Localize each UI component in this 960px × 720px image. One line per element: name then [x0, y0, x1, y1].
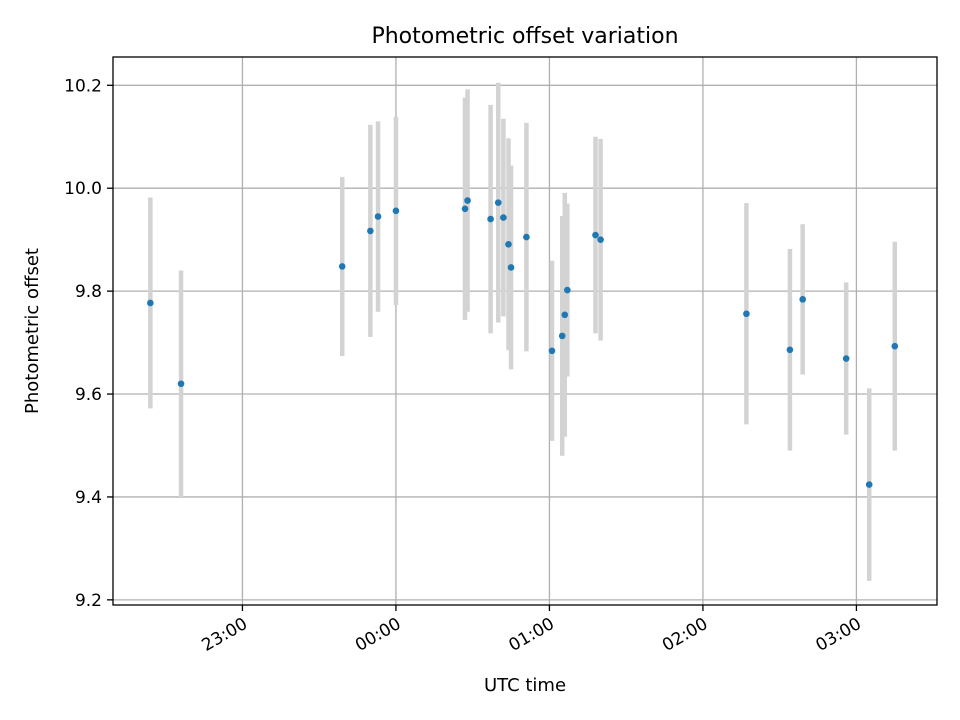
data-point: [743, 310, 750, 318]
data-point: [507, 264, 515, 271]
data-point: [561, 311, 569, 319]
data-point: [865, 481, 873, 488]
data-point: [177, 380, 185, 388]
data-point: [558, 332, 566, 340]
plot-frame: [112, 56, 938, 606]
data-point: [500, 214, 507, 221]
data-point: [494, 199, 502, 206]
data-point: [338, 263, 346, 270]
y-tick-label: 9.2: [75, 591, 102, 611]
y-tick-label: 9.8: [75, 282, 102, 302]
data-point: [597, 236, 604, 243]
data-point: [147, 299, 154, 307]
y-tick-label: 9.4: [75, 488, 102, 508]
data-point: [842, 355, 850, 362]
chart-title: Photometric offset variation: [371, 24, 678, 49]
data-point: [487, 215, 494, 223]
data-point: [891, 342, 899, 350]
data-point: [392, 207, 400, 215]
y-tick-label: 10.0: [64, 179, 102, 199]
data-point: [367, 227, 374, 235]
data-point: [464, 197, 471, 204]
data-point: [592, 231, 599, 239]
data-point: [374, 213, 382, 220]
data-point: [461, 205, 469, 213]
data-points: [147, 197, 899, 488]
y-axis-label: Photometric offset: [22, 248, 43, 414]
x-axis-label: UTC time: [484, 675, 566, 696]
data-point: [786, 346, 794, 354]
data-point: [799, 296, 806, 303]
data-point: [505, 240, 512, 248]
data-point: [548, 347, 556, 355]
data-point: [564, 286, 571, 294]
data-point: [523, 233, 530, 241]
y-tick-label: 9.6: [75, 385, 102, 405]
y-tick-label: 10.2: [64, 76, 102, 96]
